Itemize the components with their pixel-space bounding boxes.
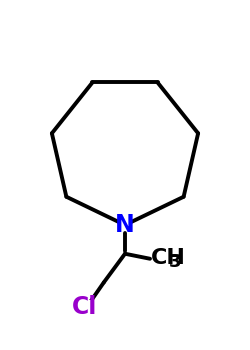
Text: N: N <box>115 213 135 237</box>
Text: 3: 3 <box>169 253 182 271</box>
Text: Cl: Cl <box>72 295 98 320</box>
Text: CH: CH <box>151 247 186 267</box>
